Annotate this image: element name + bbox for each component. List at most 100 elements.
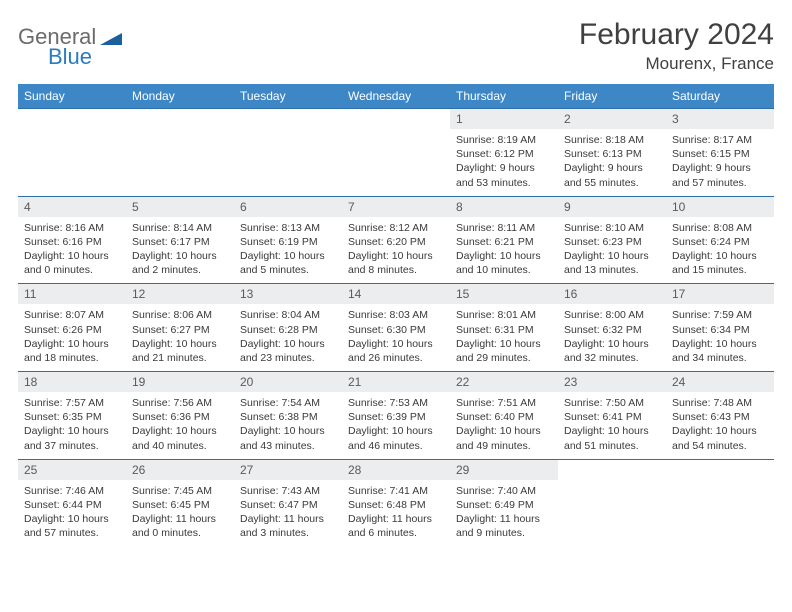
day-cell: Sunrise: 7:53 AMSunset: 6:39 PMDaylight:… (342, 392, 450, 459)
sunset-line: Sunset: 6:41 PM (564, 410, 660, 424)
daylight-line: Daylight: 11 hours and 9 minutes. (456, 512, 552, 540)
sunrise-line: Sunrise: 7:43 AM (240, 484, 336, 498)
day-cell: Sunrise: 8:18 AMSunset: 6:13 PMDaylight:… (558, 129, 666, 196)
sunset-line: Sunset: 6:30 PM (348, 323, 444, 337)
day-number: 23 (558, 372, 666, 393)
day-number: 15 (450, 284, 558, 305)
daylight-line: Daylight: 10 hours and 49 minutes. (456, 424, 552, 452)
sunset-line: Sunset: 6:24 PM (672, 235, 768, 249)
daylight-line: Daylight: 10 hours and 34 minutes. (672, 337, 768, 365)
daylight-line: Daylight: 11 hours and 6 minutes. (348, 512, 444, 540)
day-cell: Sunrise: 7:57 AMSunset: 6:35 PMDaylight:… (18, 392, 126, 459)
day-cell: Sunrise: 8:12 AMSunset: 6:20 PMDaylight:… (342, 217, 450, 284)
weekday-header-row: SundayMondayTuesdayWednesdayThursdayFrid… (18, 84, 774, 109)
sunset-line: Sunset: 6:32 PM (564, 323, 660, 337)
daylight-line: Daylight: 9 hours and 55 minutes. (564, 161, 660, 189)
day-cell: Sunrise: 7:40 AMSunset: 6:49 PMDaylight:… (450, 480, 558, 547)
day-number: 11 (18, 284, 126, 305)
daylight-line: Daylight: 10 hours and 15 minutes. (672, 249, 768, 277)
month-title: February 2024 (579, 18, 774, 52)
daylight-line: Daylight: 10 hours and 2 minutes. (132, 249, 228, 277)
sunrise-line: Sunrise: 7:40 AM (456, 484, 552, 498)
day-number: 13 (234, 284, 342, 305)
day-detail-row: Sunrise: 8:19 AMSunset: 6:12 PMDaylight:… (18, 129, 774, 196)
sunrise-line: Sunrise: 7:48 AM (672, 396, 768, 410)
weekday-header: Saturday (666, 84, 774, 109)
day-cell: Sunrise: 8:03 AMSunset: 6:30 PMDaylight:… (342, 304, 450, 371)
day-number: 29 (450, 459, 558, 480)
sunrise-line: Sunrise: 8:10 AM (564, 221, 660, 235)
day-number: 25 (18, 459, 126, 480)
daylight-line: Daylight: 10 hours and 57 minutes. (24, 512, 120, 540)
day-number (342, 109, 450, 130)
sunset-line: Sunset: 6:47 PM (240, 498, 336, 512)
day-cell: Sunrise: 7:51 AMSunset: 6:40 PMDaylight:… (450, 392, 558, 459)
daylight-line: Daylight: 10 hours and 8 minutes. (348, 249, 444, 277)
sunset-line: Sunset: 6:34 PM (672, 323, 768, 337)
weekday-header: Friday (558, 84, 666, 109)
day-cell: Sunrise: 8:07 AMSunset: 6:26 PMDaylight:… (18, 304, 126, 371)
sunset-line: Sunset: 6:19 PM (240, 235, 336, 249)
day-number-row: 123 (18, 109, 774, 130)
sunset-line: Sunset: 6:20 PM (348, 235, 444, 249)
sunset-line: Sunset: 6:21 PM (456, 235, 552, 249)
day-number (126, 109, 234, 130)
weekday-header: Tuesday (234, 84, 342, 109)
day-cell: Sunrise: 7:56 AMSunset: 6:36 PMDaylight:… (126, 392, 234, 459)
sunset-line: Sunset: 6:23 PM (564, 235, 660, 249)
sunrise-line: Sunrise: 8:07 AM (24, 308, 120, 322)
daylight-line: Daylight: 10 hours and 29 minutes. (456, 337, 552, 365)
daylight-line: Daylight: 10 hours and 43 minutes. (240, 424, 336, 452)
daylight-line: Daylight: 10 hours and 46 minutes. (348, 424, 444, 452)
day-number: 1 (450, 109, 558, 130)
day-cell: Sunrise: 8:01 AMSunset: 6:31 PMDaylight:… (450, 304, 558, 371)
sunrise-line: Sunrise: 7:57 AM (24, 396, 120, 410)
daylight-line: Daylight: 10 hours and 21 minutes. (132, 337, 228, 365)
day-number: 28 (342, 459, 450, 480)
day-cell: Sunrise: 8:14 AMSunset: 6:17 PMDaylight:… (126, 217, 234, 284)
day-detail-row: Sunrise: 8:16 AMSunset: 6:16 PM Daylight:… (18, 217, 774, 284)
day-number: 5 (126, 196, 234, 217)
sunset-line: Sunset: 6:28 PM (240, 323, 336, 337)
day-number (666, 459, 774, 480)
sunset-line: Sunset: 6:13 PM (564, 147, 660, 161)
day-number: 17 (666, 284, 774, 305)
day-cell: Sunrise: 7:43 AMSunset: 6:47 PMDaylight:… (234, 480, 342, 547)
sunset-line: Sunset: 6:44 PM (24, 498, 120, 512)
sunset-line: Sunset: 6:39 PM (348, 410, 444, 424)
day-number: 12 (126, 284, 234, 305)
daylight-line: Daylight: 10 hours and 26 minutes. (348, 337, 444, 365)
sunset-line: Sunset: 6:43 PM (672, 410, 768, 424)
day-cell: Sunrise: 8:11 AMSunset: 6:21 PMDaylight:… (450, 217, 558, 284)
day-number: 6 (234, 196, 342, 217)
day-cell: Sunrise: 8:17 AMSunset: 6:15 PMDaylight:… (666, 129, 774, 196)
daylight-line: Daylight: 10 hours and 10 minutes. (456, 249, 552, 277)
sunrise-line: Sunrise: 7:54 AM (240, 396, 336, 410)
day-cell: Sunrise: 7:48 AMSunset: 6:43 PMDaylight:… (666, 392, 774, 459)
day-number-row: 18192021222324 (18, 372, 774, 393)
day-cell: Sunrise: 8:13 AMSunset: 6:19 PMDaylight:… (234, 217, 342, 284)
weekday-header: Sunday (18, 84, 126, 109)
day-cell: Sunrise: 7:41 AMSunset: 6:48 PMDaylight:… (342, 480, 450, 547)
sunset-line: Sunset: 6:31 PM (456, 323, 552, 337)
sunrise-line: Sunrise: 8:16 AM (24, 221, 120, 235)
calendar-table: SundayMondayTuesdayWednesdayThursdayFrid… (18, 84, 774, 546)
day-number: 22 (450, 372, 558, 393)
day-cell: Sunrise: 7:59 AMSunset: 6:34 PMDaylight:… (666, 304, 774, 371)
day-cell (666, 480, 774, 547)
sunrise-line: Sunrise: 8:12 AM (348, 221, 444, 235)
sunset-line: Sunset: 6:12 PM (456, 147, 552, 161)
day-detail-row: Sunrise: 8:07 AMSunset: 6:26 PMDaylight:… (18, 304, 774, 371)
day-cell: Sunrise: 7:54 AMSunset: 6:38 PMDaylight:… (234, 392, 342, 459)
sunset-line: Sunset: 6:16 PM (24, 235, 120, 249)
sunrise-line: Sunrise: 8:00 AM (564, 308, 660, 322)
sunrise-line: Sunrise: 8:14 AM (132, 221, 228, 235)
day-number: 9 (558, 196, 666, 217)
day-number: 14 (342, 284, 450, 305)
sunset-line: Sunset: 6:38 PM (240, 410, 336, 424)
sunrise-line: Sunrise: 8:08 AM (672, 221, 768, 235)
day-number-row: 2526272829 (18, 459, 774, 480)
daylight-line: Daylight: 9 hours and 53 minutes. (456, 161, 552, 189)
sunrise-line: Sunrise: 8:19 AM (456, 133, 552, 147)
calendar-head: SundayMondayTuesdayWednesdayThursdayFrid… (18, 84, 774, 109)
